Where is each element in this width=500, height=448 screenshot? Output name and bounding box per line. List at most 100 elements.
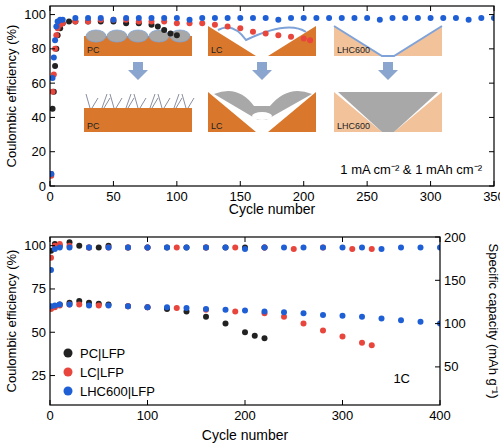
- point: [155, 24, 161, 30]
- point: [313, 15, 319, 21]
- point: [440, 15, 446, 21]
- point: [288, 34, 294, 40]
- y-tick: [50, 151, 55, 152]
- y2-tick: [435, 280, 440, 281]
- point: [66, 18, 72, 24]
- point: [418, 319, 424, 325]
- y-tick: [50, 245, 55, 246]
- inset-shape: [86, 30, 106, 42]
- point: [85, 15, 91, 21]
- point: [184, 305, 190, 311]
- x-tick: [430, 6, 431, 11]
- inset-label: PC: [87, 121, 100, 131]
- point: [262, 244, 268, 250]
- y-tick-label: 20: [32, 144, 46, 159]
- point: [50, 89, 56, 95]
- point: [57, 302, 63, 308]
- point: [60, 17, 66, 23]
- point: [106, 244, 112, 250]
- y2-tick-label: 100: [444, 316, 466, 331]
- inset-shape: [86, 94, 98, 108]
- point: [67, 302, 73, 308]
- point: [415, 15, 421, 21]
- arrow: [378, 62, 398, 80]
- legend: PC|LFPLC|LFPLHC600|LFP: [64, 346, 155, 399]
- y-tick: [489, 117, 494, 118]
- point: [262, 335, 268, 341]
- y-tick-label: 40: [32, 110, 46, 125]
- point: [281, 244, 287, 250]
- point: [164, 304, 170, 310]
- x-tick: [342, 237, 343, 242]
- x-tick: [342, 400, 343, 405]
- point: [301, 244, 307, 250]
- point: [145, 244, 151, 250]
- point: [320, 244, 326, 250]
- point: [340, 313, 346, 319]
- x-tick: [176, 181, 177, 186]
- point: [53, 32, 59, 38]
- arrow: [252, 62, 272, 80]
- x-tick-label: 400: [429, 408, 451, 423]
- point: [57, 244, 63, 250]
- y-tick: [50, 332, 55, 333]
- y2-tick: [435, 323, 440, 324]
- point: [168, 30, 174, 36]
- point: [184, 244, 190, 250]
- point: [351, 15, 357, 21]
- legend-label: LC|LFP: [80, 365, 124, 380]
- inset-shape: [338, 92, 438, 132]
- inset-shape: [110, 94, 122, 108]
- inset-shape: [158, 94, 170, 108]
- point: [203, 244, 209, 250]
- series: [50, 239, 267, 254]
- point: [50, 171, 54, 177]
- y-tick-label: 50: [32, 325, 46, 340]
- point: [50, 75, 56, 81]
- legend-marker: [64, 387, 73, 396]
- data: [50, 15, 494, 179]
- point: [349, 246, 355, 252]
- point: [225, 15, 231, 21]
- inset-shape: [134, 94, 146, 108]
- point: [110, 17, 116, 23]
- point: [263, 30, 269, 36]
- inset-shape: [174, 94, 182, 108]
- point: [398, 244, 404, 250]
- arrow: [128, 62, 148, 80]
- point: [125, 244, 131, 250]
- point: [263, 15, 269, 21]
- point: [203, 314, 209, 320]
- inset-shape: [84, 108, 192, 132]
- point: [174, 305, 180, 311]
- point: [174, 32, 180, 38]
- inset-shape: [182, 94, 194, 108]
- x-tick-label: 200: [234, 408, 256, 423]
- x-tick: [440, 400, 441, 405]
- series: [50, 18, 180, 177]
- x-tick: [245, 237, 246, 242]
- point: [72, 15, 78, 21]
- inset-shape: [126, 94, 134, 108]
- y2-tick-label: 200: [444, 230, 466, 245]
- y-tick: [489, 151, 494, 152]
- point: [203, 307, 209, 313]
- x-tick: [440, 237, 441, 242]
- point: [418, 244, 424, 250]
- point: [301, 36, 307, 42]
- point: [110, 17, 116, 23]
- point: [223, 244, 229, 250]
- point: [301, 310, 307, 316]
- point: [57, 302, 63, 308]
- point: [203, 244, 209, 250]
- x-tick: [494, 6, 495, 11]
- x-tick: [303, 181, 304, 186]
- x-tick: [50, 400, 51, 405]
- y-tick: [489, 14, 494, 15]
- point: [76, 243, 82, 249]
- inset-shape: [334, 92, 442, 132]
- point: [86, 244, 92, 250]
- x-tick-label: 50: [106, 189, 120, 204]
- point: [148, 15, 154, 21]
- point: [86, 244, 92, 250]
